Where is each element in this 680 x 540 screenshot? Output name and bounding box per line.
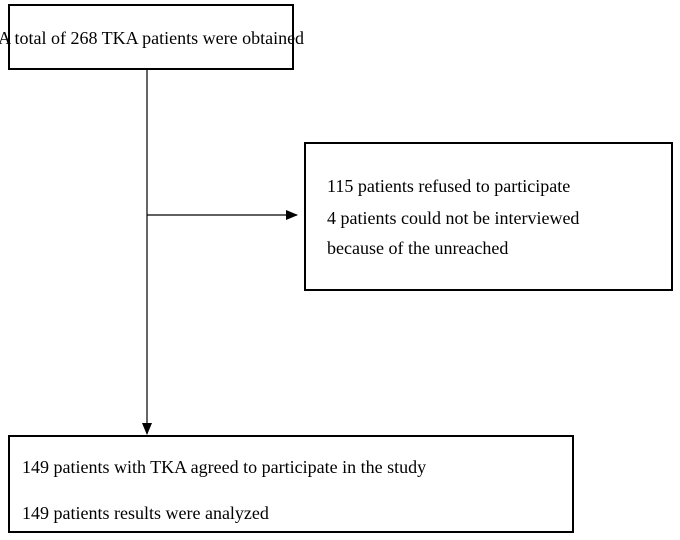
box-final xyxy=(8,435,574,533)
box-text: 149 patients with TKA agreed to particip… xyxy=(22,457,426,477)
box-excluded xyxy=(304,142,673,291)
box-text: 149 patients results were analyzed xyxy=(22,503,269,523)
box-text: because of the unreached xyxy=(327,238,508,258)
box-text: 115 patients refused to participate xyxy=(327,176,570,196)
box-start xyxy=(8,4,294,70)
box-text: A total of 268 TKA patients were obtaine… xyxy=(0,28,304,48)
box-text: 4 patients could not be interviewed xyxy=(327,208,579,228)
